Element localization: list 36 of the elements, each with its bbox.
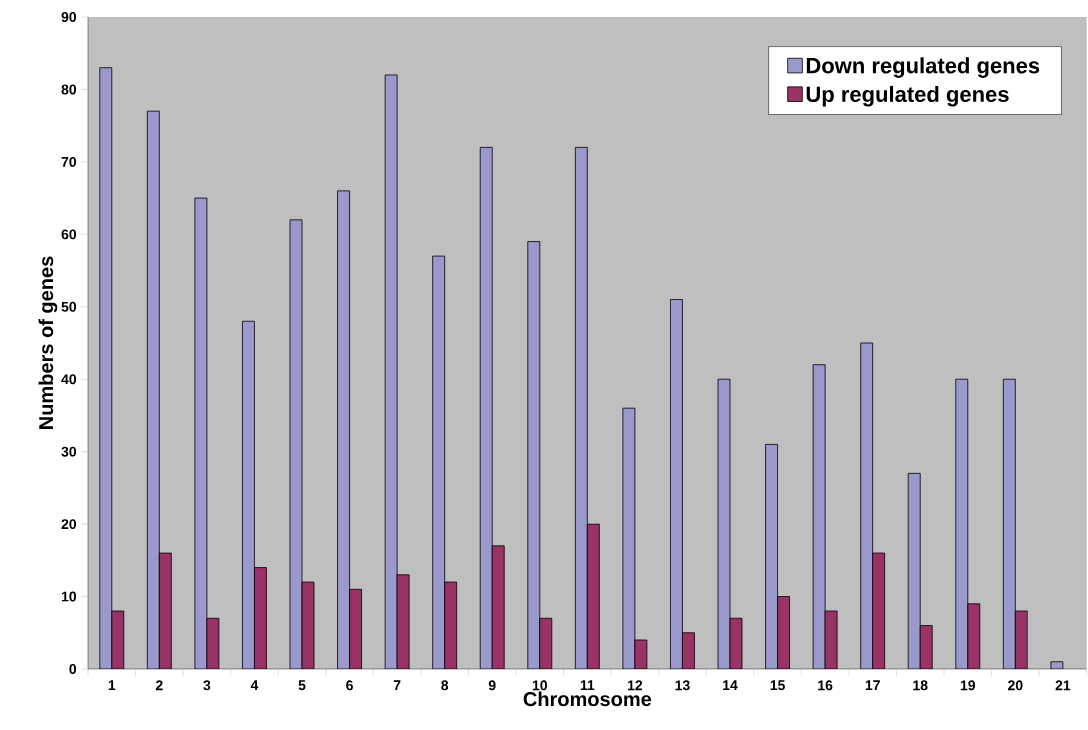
x-tick-label: 1 [108,680,116,690]
x-tick-label: 15 [770,680,785,691]
legend-label: Up regulated genes [806,85,1009,107]
x-tick-label: 7 [393,680,401,690]
y-tick-label: 60 [61,229,77,240]
y-tick-label: 80 [61,84,77,95]
x-tick-label: 16 [818,680,833,691]
y-tick-label: 0 [69,664,77,674]
y-tick-label: 40 [61,374,77,385]
x-tick-label: 9 [488,680,496,691]
y-tick-label: 70 [61,156,77,167]
bar [1050,661,1064,669]
x-tick-label: 14 [723,680,738,690]
x-tick-label: 4 [250,680,259,690]
x-tick-label: 10 [532,680,547,691]
y-tick-label: 50 [61,301,77,312]
y-tick-label: 90 [61,12,77,22]
y-tick-label: 30 [61,446,77,457]
x-tick-label: 6 [346,680,353,691]
x-tick-label: 21 [1055,680,1071,691]
y-tick-label: 20 [61,519,77,530]
x-tick-label: 13 [675,680,690,691]
x-tick-label: 3 [203,680,211,691]
x-tick-label: 19 [960,680,976,691]
x-axis-title: Chromosome [523,691,652,707]
x-tick-label: 20 [1008,680,1023,691]
y-axis-title: Numbers of genes [38,256,58,429]
x-tick-label: 12 [627,680,643,691]
y-tick-label: 10 [61,591,77,602]
x-tick-label: 8 [441,680,449,691]
x-tick-label: 5 [298,680,306,691]
x-tick-label: 17 [865,680,880,690]
x-tick-label: 18 [913,680,928,691]
x-tick-label: 2 [155,680,163,691]
x-tick-label: 11 [580,680,595,690]
legend-label: Down regulated genes [806,57,1040,78]
